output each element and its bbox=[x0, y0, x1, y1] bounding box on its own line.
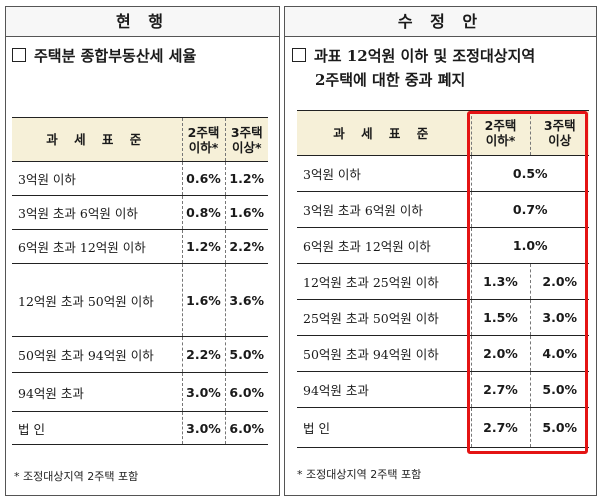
table-row: 법 인 2.7% 5.0% bbox=[297, 407, 589, 448]
rate-cell: 1.2% bbox=[181, 229, 225, 264]
tax-base-cell: 법 인 bbox=[297, 407, 471, 448]
rate-cell: 2.0% bbox=[470, 335, 530, 372]
tax-base-cell: 3억원 초과 6억원 이하 bbox=[297, 191, 471, 228]
proposed-panel-title: 수 정 안 bbox=[285, 7, 596, 37]
tax-base-cell: 6억원 초과 12억원 이하 bbox=[12, 229, 182, 264]
table-row: 법 인 3.0% 6.0% bbox=[12, 411, 268, 445]
current-panel: 현 행 bbox=[5, 6, 280, 496]
rate-cell: 1.5% bbox=[470, 299, 530, 336]
table-row: 6억원 초과 12억원 이하 1.0% bbox=[297, 227, 589, 264]
rate-cell: 2.0% bbox=[529, 263, 589, 300]
proposed-heading-line2: 2주택에 대한 중과 폐지 bbox=[315, 71, 466, 89]
table-row: 94억원 초과 2.7% 5.0% bbox=[297, 371, 589, 408]
table-row: 12억원 초과 25억원 이하 1.3% 2.0% bbox=[297, 263, 589, 300]
table-row: 3억원 이하 0.6% 1.2% bbox=[12, 161, 268, 196]
tax-base-cell: 3억원 이하 bbox=[12, 161, 182, 196]
proposed-panel: 수 정 안 bbox=[284, 6, 597, 496]
current-footnote: * 조정대상지역 2주택 포함 bbox=[14, 470, 139, 483]
proposed-heading: 과표 12억원 이하 및 조정대상지역 bbox=[292, 43, 535, 69]
header-three-homes: 3주택 이상* bbox=[224, 117, 268, 162]
tax-base-cell: 94억원 초과 bbox=[297, 371, 471, 408]
tax-base-cell: 25억원 초과 50억원 이하 bbox=[297, 299, 471, 336]
table-header-row: 과 세 표 준 2주택 이하* 3주택 이상 bbox=[297, 110, 589, 156]
tax-base-cell: 94억원 초과 bbox=[12, 372, 182, 412]
tax-base-cell: 12억원 초과 25억원 이하 bbox=[297, 263, 471, 300]
checkbox-square-icon bbox=[12, 48, 26, 62]
rate-cell: 0.5% bbox=[470, 155, 589, 192]
rate-cell: 0.8% bbox=[181, 195, 225, 230]
rate-cell: 1.2% bbox=[224, 161, 268, 196]
table-row: 3억원 이하 0.5% bbox=[297, 155, 589, 192]
current-heading-text: 주택분 종합부동산세 세율 bbox=[34, 47, 197, 65]
header-two-homes: 2주택 이하* bbox=[470, 110, 530, 156]
rate-cell: 3.6% bbox=[224, 263, 268, 337]
proposed-footnote: * 조정대상지역 2주택 포함 bbox=[297, 468, 422, 481]
tax-base-cell: 3억원 초과 6억원 이하 bbox=[12, 195, 182, 230]
tax-base-cell: 3억원 이하 bbox=[297, 155, 471, 192]
table-row: 3억원 초과 6억원 이하 0.8% 1.6% bbox=[12, 195, 268, 230]
header-two-homes: 2주택 이하* bbox=[181, 117, 225, 162]
table-row: 25억원 초과 50억원 이하 1.5% 3.0% bbox=[297, 299, 589, 336]
tax-base-cell: 50억원 초과 94억원 이하 bbox=[297, 335, 471, 372]
rate-cell: 1.6% bbox=[181, 263, 225, 337]
header-tax-base: 과 세 표 준 bbox=[12, 117, 182, 162]
rate-cell: 2.2% bbox=[224, 229, 268, 264]
rate-cell: 4.0% bbox=[529, 335, 589, 372]
tax-base-cell: 6억원 초과 12억원 이하 bbox=[297, 227, 471, 264]
current-heading: 주택분 종합부동산세 세율 bbox=[12, 43, 196, 69]
rate-cell: 6.0% bbox=[224, 372, 268, 412]
rate-cell: 1.0% bbox=[470, 227, 589, 264]
proposed-heading-line1: 과표 12억원 이하 및 조정대상지역 bbox=[314, 47, 536, 65]
table-header-row: 과 세 표 준 2주택 이하* 3주택 이상* bbox=[12, 117, 268, 162]
current-panel-title: 현 행 bbox=[6, 7, 279, 37]
rate-cell: 2.7% bbox=[470, 407, 530, 448]
table-row: 6억원 초과 12억원 이하 1.2% 2.2% bbox=[12, 229, 268, 264]
table-row: 50억원 초과 94억원 이하 2.0% 4.0% bbox=[297, 335, 589, 372]
rate-cell: 5.0% bbox=[529, 407, 589, 448]
rate-cell: 0.6% bbox=[181, 161, 225, 196]
rate-cell: 2.2% bbox=[181, 336, 225, 373]
rate-cell: 3.0% bbox=[529, 299, 589, 336]
proposed-rate-table: 과 세 표 준 2주택 이하* 3주택 이상 3억원 이하 0.5% 3억원 초… bbox=[297, 110, 589, 448]
table-row: 94억원 초과 3.0% 6.0% bbox=[12, 372, 268, 412]
rate-cell: 5.0% bbox=[529, 371, 589, 408]
rate-cell: 0.7% bbox=[470, 191, 589, 228]
rate-cell: 6.0% bbox=[224, 411, 268, 445]
rate-cell: 1.6% bbox=[224, 195, 268, 230]
checkbox-square-icon bbox=[292, 48, 306, 62]
rate-cell: 1.3% bbox=[470, 263, 530, 300]
tax-base-cell: 50억원 초과 94억원 이하 bbox=[12, 336, 182, 373]
rate-cell: 5.0% bbox=[224, 336, 268, 373]
header-tax-base: 과 세 표 준 bbox=[297, 110, 471, 156]
rate-cell: 3.0% bbox=[181, 411, 225, 445]
tax-base-cell: 법 인 bbox=[12, 411, 182, 445]
rate-cell: 2.7% bbox=[470, 371, 530, 408]
current-rate-table: 과 세 표 준 2주택 이하* 3주택 이상* 3억원 이하 0.6% 1.2%… bbox=[12, 117, 268, 445]
rate-cell: 3.0% bbox=[181, 372, 225, 412]
tax-base-cell: 12억원 초과 50억원 이하 bbox=[12, 263, 182, 337]
header-three-homes: 3주택 이상 bbox=[529, 110, 589, 156]
table-row: 3억원 초과 6억원 이하 0.7% bbox=[297, 191, 589, 228]
table-row: 12억원 초과 50억원 이하 1.6% 3.6% bbox=[12, 263, 268, 337]
table-row: 50억원 초과 94억원 이하 2.2% 5.0% bbox=[12, 336, 268, 373]
